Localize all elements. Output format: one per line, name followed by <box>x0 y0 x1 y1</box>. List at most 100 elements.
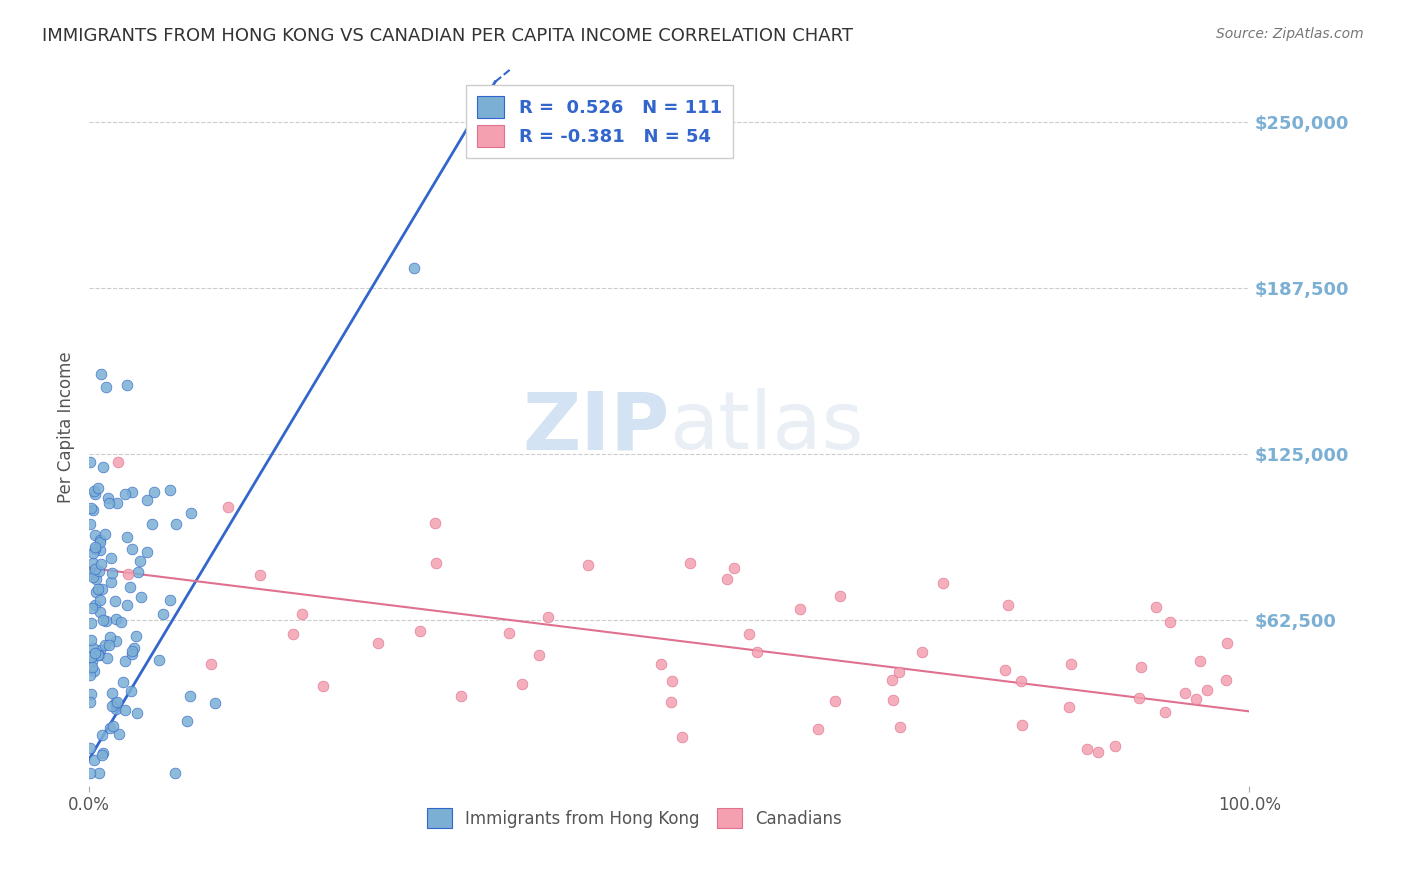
Point <box>993 663 1015 677</box>
Point <box>121 485 143 500</box>
Point <box>84 528 107 542</box>
Point <box>745 644 768 658</box>
Point <box>87 648 110 662</box>
Point <box>659 695 682 709</box>
Point <box>101 719 124 733</box>
Text: atlas: atlas <box>669 388 863 467</box>
Point <box>79 516 101 531</box>
Point <box>94 638 117 652</box>
Point <box>165 765 187 780</box>
Point <box>79 567 101 582</box>
Legend: Immigrants from Hong Kong, Canadians: Immigrants from Hong Kong, Canadians <box>420 801 848 835</box>
Point <box>1010 673 1032 688</box>
Point <box>107 455 129 469</box>
Point <box>114 487 136 501</box>
Point <box>83 486 105 500</box>
Point <box>90 728 112 742</box>
Point <box>79 455 101 469</box>
Point <box>79 695 101 709</box>
Point <box>94 526 117 541</box>
Point <box>82 569 104 583</box>
Point <box>159 592 181 607</box>
Point <box>527 648 550 662</box>
Point <box>101 566 124 581</box>
Point <box>671 730 693 744</box>
Point <box>932 575 955 590</box>
Point <box>1174 685 1197 699</box>
Point <box>94 614 117 628</box>
Point <box>104 696 127 710</box>
Point <box>121 644 143 658</box>
Point <box>87 481 110 495</box>
Point <box>121 542 143 557</box>
Point <box>80 650 103 665</box>
Point <box>120 684 142 698</box>
Point <box>89 643 111 657</box>
Point <box>97 491 120 505</box>
Point <box>89 605 111 619</box>
Point <box>148 653 170 667</box>
Point <box>87 582 110 597</box>
Point <box>291 607 314 621</box>
Point <box>105 496 128 510</box>
Point <box>115 598 138 612</box>
Point <box>1185 692 1208 706</box>
Point <box>537 610 560 624</box>
Point <box>176 714 198 728</box>
Point <box>98 630 121 644</box>
Point <box>80 633 103 648</box>
Point <box>115 378 138 392</box>
Point <box>87 765 110 780</box>
Point <box>165 517 187 532</box>
Point <box>84 598 107 612</box>
Point <box>135 493 157 508</box>
Point <box>129 554 152 568</box>
Point <box>125 629 148 643</box>
Text: IMMIGRANTS FROM HONG KONG VS CANADIAN PER CAPITA INCOME CORRELATION CHART: IMMIGRANTS FROM HONG KONG VS CANADIAN PE… <box>42 27 853 45</box>
Point <box>96 651 118 665</box>
Point <box>117 566 139 581</box>
Point <box>122 640 145 655</box>
Point <box>367 636 389 650</box>
Point <box>510 676 533 690</box>
Point <box>425 556 447 570</box>
Point <box>114 654 136 668</box>
Point <box>882 673 904 688</box>
Point <box>93 613 115 627</box>
Point <box>121 647 143 661</box>
Point <box>1104 739 1126 753</box>
Point <box>889 720 911 734</box>
Point <box>82 641 104 656</box>
Point <box>83 646 105 660</box>
Point <box>82 557 104 571</box>
Point <box>83 664 105 678</box>
Point <box>125 706 148 721</box>
Point <box>84 562 107 576</box>
Point <box>80 500 103 515</box>
Point <box>807 722 830 736</box>
Point <box>423 516 446 531</box>
Point <box>1197 683 1219 698</box>
Point <box>679 556 702 570</box>
Point <box>283 626 305 640</box>
Point <box>111 675 134 690</box>
Point <box>117 530 139 544</box>
Point <box>1215 673 1237 687</box>
Point <box>450 689 472 703</box>
Point <box>100 551 122 566</box>
Point <box>84 572 107 586</box>
Point <box>911 644 934 658</box>
Point <box>87 564 110 578</box>
Point <box>91 582 114 596</box>
Point <box>104 612 127 626</box>
Point <box>96 380 118 394</box>
Point <box>402 260 425 275</box>
Point <box>1011 717 1033 731</box>
Point <box>83 753 105 767</box>
Point <box>80 688 103 702</box>
Point <box>129 590 152 604</box>
Y-axis label: Per Capita Income: Per Capita Income <box>58 351 75 503</box>
Point <box>180 507 202 521</box>
Point <box>105 695 128 709</box>
Point <box>1060 657 1083 672</box>
